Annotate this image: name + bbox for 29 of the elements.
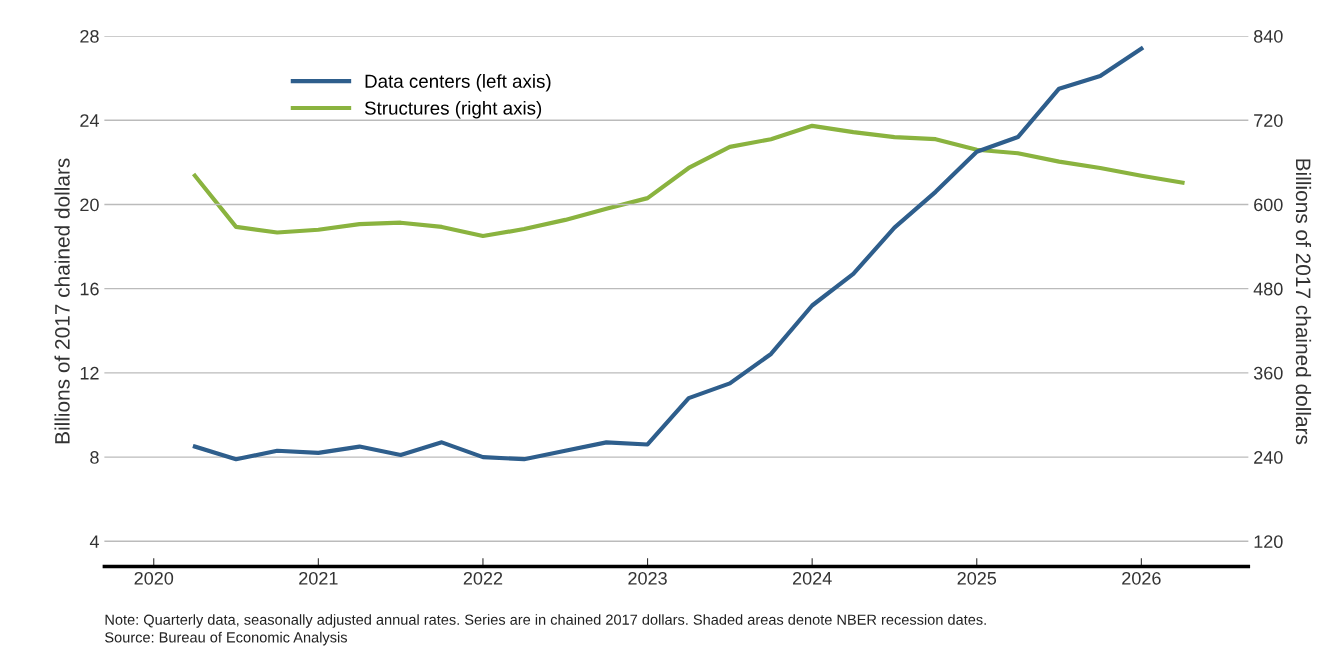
line-series (192, 123, 1185, 239)
source-note: Source: Bureau of Economic Analysis (105, 631, 348, 646)
legend-label: Data centers (left axis) (365, 74, 551, 92)
x-tick-label: 2024 (792, 571, 832, 585)
y2-tick-label: 120 (1254, 535, 1283, 549)
y-tick-label: 28 (80, 29, 99, 43)
y2-axis-title: Billions of 2017 chained dollars (1295, 159, 1312, 445)
x-tick-label: 2022 (463, 571, 503, 585)
legend-label: Structures (right axis) (364, 100, 542, 119)
text: Note: Quarterly data, seasonally adjusted annual rates. Series are in chained 2017 dollars. Shaded areas denote NBER recession dates. (105, 614, 986, 628)
x-tick-label: 2023 (628, 571, 667, 585)
y2-tick-label: 840 (1254, 29, 1283, 43)
y-axis-title: Billions of 2017 chained dollars (54, 158, 70, 444)
y2-tick-label: 480 (1253, 282, 1283, 296)
x-tick-label: 2026 (1122, 571, 1161, 585)
x-tick-label: 2025 (957, 571, 997, 585)
x-tick-label: 2020 (134, 571, 174, 585)
x-tick-label: 2021 (299, 571, 338, 585)
line-series (192, 46, 1144, 462)
y-tick-label: 4 (89, 535, 99, 548)
y-tick-label: 16 (80, 282, 99, 296)
y2-tick-label: 720 (1254, 114, 1283, 127)
y2-tick-label: 600 (1254, 198, 1283, 212)
y-tick-label: 20 (80, 198, 99, 212)
y-tick-label: 12 (80, 366, 99, 380)
y2-tick-label: 240 (1254, 451, 1283, 464)
y-tick-label: 8 (90, 451, 99, 464)
y-tick-label: 24 (80, 114, 99, 127)
y2-tick-label: 360 (1253, 366, 1283, 380)
